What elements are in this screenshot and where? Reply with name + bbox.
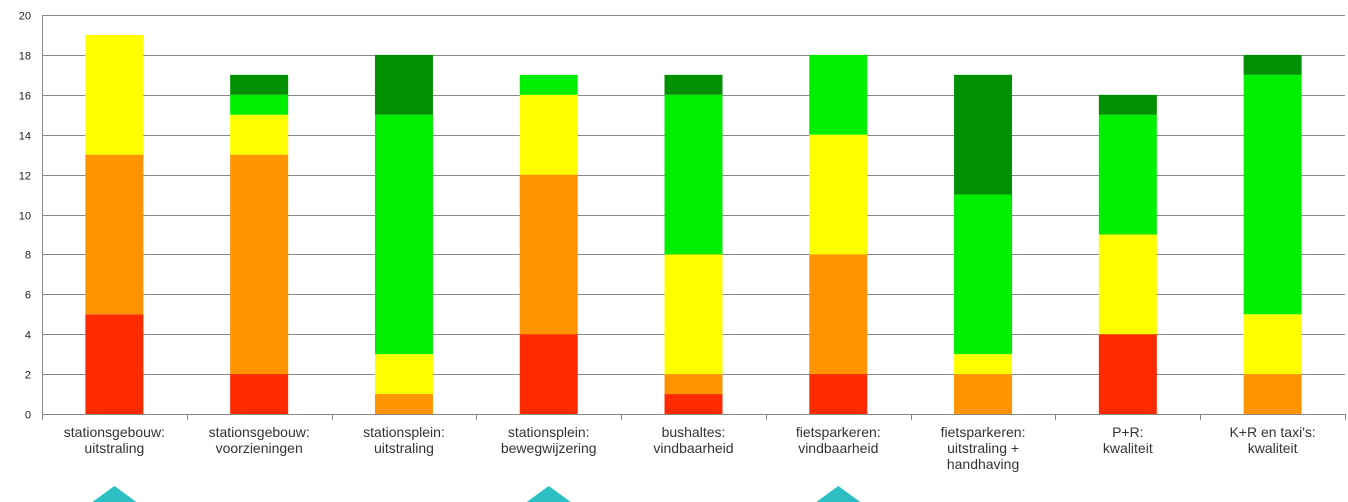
y-tick-label: 2 xyxy=(25,370,31,382)
x-category-label-line: vindbaarheid xyxy=(798,440,878,456)
x-category-label-line: uitstraling + xyxy=(947,440,1019,456)
x-category-label: stationsplein: bewegwijzering xyxy=(501,424,597,456)
bar-segment xyxy=(809,374,868,414)
x-category-label: stationsgebouw: uitstraling xyxy=(64,424,165,456)
bar-segment xyxy=(374,114,433,355)
x-category-label: stationsplein: uitstraling xyxy=(363,424,445,456)
bar-segment xyxy=(1243,74,1302,315)
marker-triangle xyxy=(526,486,571,502)
x-category-label: K+R en taxi's: kwaliteit xyxy=(1229,424,1315,456)
bar-segment xyxy=(664,94,723,255)
x-category-label: stationsgebouw: voorzieningen xyxy=(209,424,310,456)
x-category-label-line: fietsparkeren: xyxy=(796,424,881,440)
x-axis-labels: stationsgebouw: uitstralingstationsgebouw… xyxy=(64,424,1316,472)
bar-segment xyxy=(954,194,1013,355)
bar-segment xyxy=(374,54,433,115)
bar-segment xyxy=(85,154,144,315)
x-category-label-line: stationsplein: xyxy=(508,424,590,440)
y-tick-label: 16 xyxy=(19,91,31,103)
x-category-label-line: K+R en taxi's: xyxy=(1229,424,1315,440)
bar-segment xyxy=(230,74,289,95)
x-category-label-line: vindbaarheid xyxy=(653,440,733,456)
markers xyxy=(92,486,861,502)
x-category-label-line: bewegwijzering xyxy=(501,440,597,456)
y-tick-label: 10 xyxy=(19,211,31,223)
y-tick-label: 20 xyxy=(19,11,31,23)
x-category-label-line: uitstraling xyxy=(84,440,144,456)
x-category-label-line: voorzieningen xyxy=(216,440,303,456)
y-tick-label: 14 xyxy=(19,131,31,143)
x-category-label-line: kwaliteit xyxy=(1248,440,1298,456)
bar-segment xyxy=(1098,114,1157,235)
bar-segment xyxy=(954,74,1013,195)
bar-segment xyxy=(1098,94,1157,115)
x-category-label-line: stationsgebouw: xyxy=(209,424,310,440)
bar-segment xyxy=(954,354,1013,375)
bar-segment xyxy=(664,74,723,95)
marker-triangle xyxy=(816,486,861,502)
x-category-label: bushaltes: vindbaarheid xyxy=(653,424,733,456)
bar-segment xyxy=(230,114,289,155)
bar-segment xyxy=(664,394,723,414)
y-tick-label: 18 xyxy=(19,51,31,63)
bar-segment xyxy=(809,254,868,375)
bar-segment xyxy=(374,354,433,395)
x-category-label: fietsparkeren: uitstraling + handhaving xyxy=(941,424,1026,472)
bar-segment xyxy=(664,374,723,395)
x-category-label: fietsparkeren: vindbaarheid xyxy=(796,424,881,456)
bar-segment xyxy=(809,134,868,255)
x-category-label-line: stationsgebouw: xyxy=(64,424,165,440)
y-tick-label: 8 xyxy=(25,250,31,262)
bar-segment xyxy=(519,94,578,175)
bar-segment xyxy=(1243,314,1302,375)
y-tick-label: 4 xyxy=(25,330,31,342)
y-tick-label: 12 xyxy=(19,171,31,183)
x-category-label-line: handhaving xyxy=(947,456,1019,472)
bar-segment xyxy=(1243,54,1302,75)
y-tick-label: 6 xyxy=(25,290,31,302)
y-tick-label: 0 xyxy=(25,410,31,422)
marker-triangle xyxy=(92,486,137,502)
bar-segment xyxy=(85,314,144,414)
bar-segment xyxy=(230,94,289,115)
bar-segment xyxy=(954,374,1013,414)
bar-segment xyxy=(1098,234,1157,335)
bar-segment xyxy=(1098,334,1157,414)
bar-segment xyxy=(230,374,289,414)
x-category-label: P+R: kwaliteit xyxy=(1103,424,1153,456)
x-category-label-line: fietsparkeren: xyxy=(941,424,1026,440)
x-category-label-line: bushaltes: xyxy=(662,424,726,440)
x-category-label-line: stationsplein: xyxy=(363,424,445,440)
bar-segment xyxy=(519,334,578,414)
bar-segment xyxy=(1243,374,1302,414)
bar-segment xyxy=(230,154,289,375)
bars xyxy=(85,34,1302,414)
y-axis-ticks: 0 2 4 6 8 10 12 14 16 18 20 xyxy=(19,11,31,422)
x-category-label-line: P+R: xyxy=(1112,424,1144,440)
bar-segment xyxy=(519,174,578,335)
x-category-label-line: uitstraling xyxy=(374,440,434,456)
bar-segment xyxy=(664,254,723,375)
x-category-label-line: kwaliteit xyxy=(1103,440,1153,456)
bar-segment xyxy=(374,394,433,414)
bar-segment xyxy=(809,54,868,135)
bar-segment xyxy=(519,74,578,95)
bar-segment xyxy=(85,34,144,155)
